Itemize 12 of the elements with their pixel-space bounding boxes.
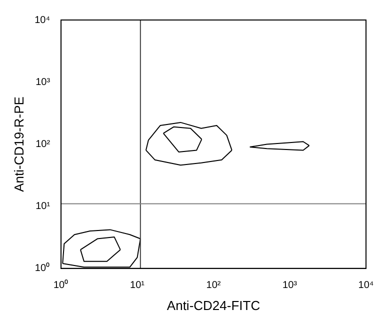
y-tick-label: 10³ <box>36 76 51 88</box>
y-tick-label: 10² <box>36 138 51 150</box>
x-tick-label: 10² <box>206 280 222 292</box>
y-axis-title: Anti-CD19-R-PE <box>11 96 26 192</box>
y-tick-label: 10⁴ <box>34 14 50 26</box>
y-tick-label: 10⁰ <box>34 262 50 274</box>
x-tick-label: 10⁰ <box>53 279 69 292</box>
y-tick-label: 10¹ <box>36 201 51 212</box>
x-tick-label: 10¹ <box>130 280 146 292</box>
x-tick-label: 10⁴ <box>358 280 374 292</box>
x-axis-title: Anti-CD24-FITC <box>166 298 260 313</box>
x-tick-label: 10³ <box>282 280 298 292</box>
